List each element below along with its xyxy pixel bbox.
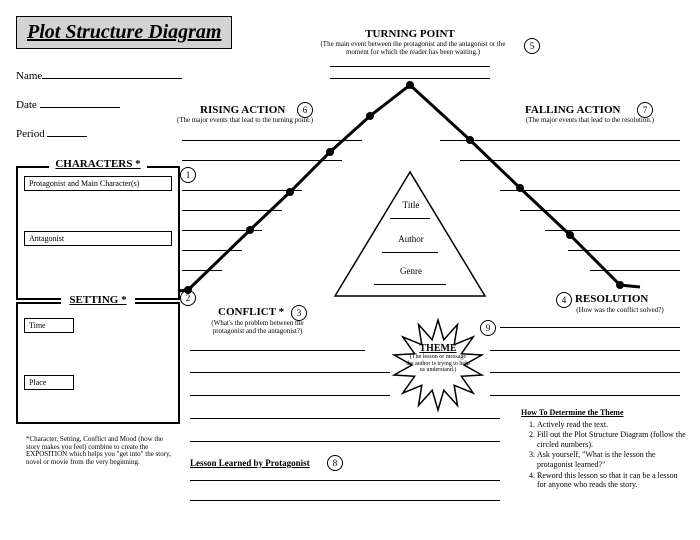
tri-author-label: Author xyxy=(386,234,436,244)
conflict-label: CONFLICT * xyxy=(218,306,284,318)
antagonist-label: Antagonist xyxy=(24,231,172,246)
rising-line-2 xyxy=(182,160,342,161)
exposition-footnote: *Character, Setting, Conflict and Mood (… xyxy=(26,436,171,467)
page-title: Plot Structure Diagram xyxy=(16,16,232,49)
resolution-num: 4 xyxy=(556,292,572,308)
conflict-line-2 xyxy=(190,372,390,373)
tri-author-blank xyxy=(382,252,438,253)
rising-line-3 xyxy=(182,190,302,191)
tp-blank-1 xyxy=(330,66,490,67)
falling-line-2 xyxy=(460,160,680,161)
turning-point-sub: (The main event between the protagonist … xyxy=(318,41,508,56)
rising-line-4 xyxy=(182,210,282,211)
tp-blank-2 xyxy=(330,78,490,79)
place-label: Place xyxy=(24,375,74,390)
characters-num: 1 xyxy=(180,167,196,183)
protagonist-label: Protagonist and Main Character(s) xyxy=(24,176,172,191)
res-line-3 xyxy=(490,372,680,373)
tri-genre-label: Genre xyxy=(386,266,436,276)
conflict-line-4 xyxy=(190,418,500,419)
lesson-line-2 xyxy=(190,500,500,501)
res-line-1 xyxy=(500,327,680,328)
tri-genre-blank xyxy=(374,284,446,285)
howto-item: Actively read the text. xyxy=(537,420,686,430)
falling-line-5 xyxy=(545,230,680,231)
setting-num: 2 xyxy=(180,290,196,306)
howto-box: How To Determine the Theme Actively read… xyxy=(521,408,686,491)
resolution-sub: (How was the conflict solved?) xyxy=(560,307,680,315)
lesson-num: 8 xyxy=(327,455,343,471)
res-line-2 xyxy=(490,350,680,351)
setting-box: SETTING * Time Place xyxy=(16,302,180,424)
howto-item: Ask yourself, "What is the lesson the pr… xyxy=(537,450,686,469)
conflict-line-1 xyxy=(190,350,365,351)
characters-box: CHARACTERS * Protagonist and Main Charac… xyxy=(16,166,180,300)
lesson-label: Lesson Learned by Protagonist xyxy=(190,458,310,468)
rising-line-6 xyxy=(182,250,242,251)
howto-title: How To Determine the Theme xyxy=(521,408,686,418)
theme-box: THEME (The lesson or message the author … xyxy=(406,343,470,374)
falling-label: FALLING ACTION xyxy=(525,104,620,116)
falling-line-4 xyxy=(520,210,680,211)
conflict-line-5 xyxy=(190,441,500,442)
howto-item: Reword this lesson so that it can be a l… xyxy=(537,471,686,490)
res-line-4 xyxy=(490,395,680,396)
theme-num: 9 xyxy=(480,320,496,336)
lesson-line-1 xyxy=(190,480,500,481)
time-label: Time xyxy=(24,318,74,333)
rising-line-7 xyxy=(182,270,222,271)
howto-item: Fill out the Plot Structure Diagram (fol… xyxy=(537,430,686,449)
date-field: Date xyxy=(16,99,120,111)
turning-point-label: TURNING POINT xyxy=(330,28,490,40)
turning-point-num: 5 xyxy=(524,38,540,54)
rising-sub: (The major events that lead to the turni… xyxy=(170,117,320,125)
tri-title-blank xyxy=(390,218,430,219)
falling-line-7 xyxy=(590,270,680,271)
rising-line-5 xyxy=(182,230,262,231)
theme-label: THEME xyxy=(406,343,470,354)
falling-line-6 xyxy=(568,250,680,251)
conflict-sub: (What's the problem between the protagon… xyxy=(200,320,315,335)
name-field: Name xyxy=(16,70,182,82)
falling-sub: (The major events that lead to the resol… xyxy=(510,117,670,125)
conflict-line-3 xyxy=(190,395,390,396)
resolution-label: RESOLUTION xyxy=(575,293,648,305)
period-field: Period xyxy=(16,128,87,140)
rising-label: RISING ACTION xyxy=(200,104,285,116)
tri-title-label: Title xyxy=(386,200,436,210)
falling-line-1 xyxy=(440,140,680,141)
theme-sub: (The lesson or message the author is try… xyxy=(406,354,470,374)
falling-line-3 xyxy=(500,190,680,191)
rising-line-1 xyxy=(182,140,362,141)
